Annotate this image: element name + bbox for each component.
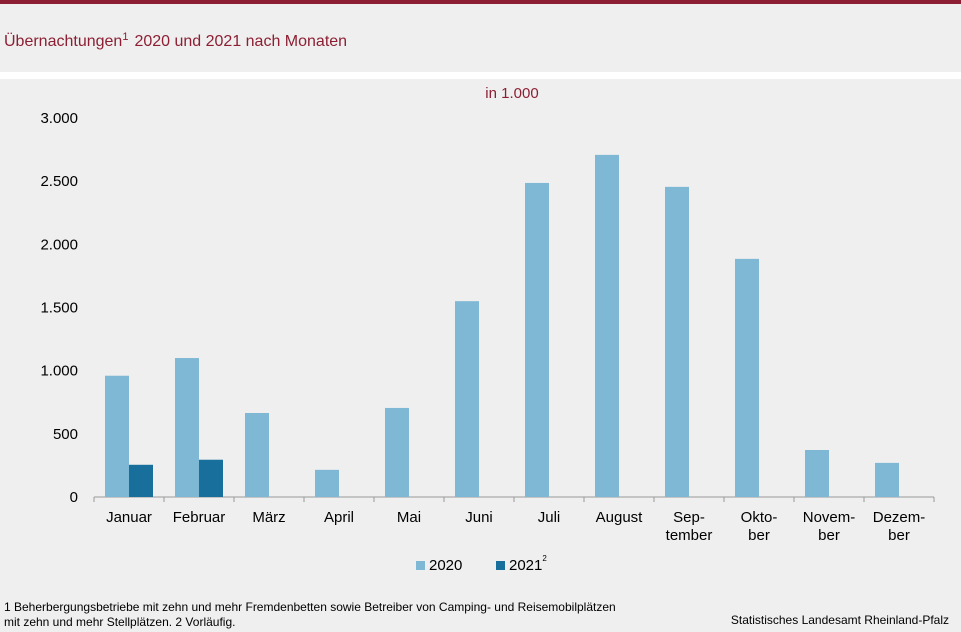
bar — [129, 464, 153, 497]
x-tick-label: Novem-ber — [803, 509, 856, 544]
x-tick-label: Dezem-ber — [873, 509, 926, 544]
x-tick-label: Sep-tember — [666, 509, 713, 544]
x-tick-label-line: Februar — [173, 509, 226, 526]
y-tick-label: 0 — [70, 489, 78, 506]
x-tick-label: Februar — [173, 509, 226, 526]
x-tick-label-line: tember — [666, 527, 713, 544]
x-tick-label-line: März — [252, 509, 285, 526]
x-tick-label: März — [252, 509, 285, 526]
separator — [0, 72, 961, 79]
chart-title: Übernachtungen1 2020 und 2021 nach Monate… — [4, 31, 347, 50]
y-tick-label: 1.000 — [40, 363, 78, 380]
footnote: mit zehn und mehr Stellplätzen. 2 Vorläu… — [4, 615, 235, 629]
source: Statistisches Landesamt Rheinland-Pfalz — [731, 613, 949, 627]
x-tick-label-line: ber — [748, 527, 770, 544]
bar — [105, 375, 129, 497]
y-tick-label: 2.000 — [40, 236, 78, 253]
x-tick-label-line: Sep- — [673, 509, 705, 526]
bar — [199, 459, 223, 497]
legend-name: 2021 — [509, 557, 542, 574]
bar — [525, 182, 549, 497]
y-tick-label: 2.500 — [40, 173, 78, 190]
x-tick-label: Mai — [397, 509, 421, 526]
legend-swatch — [416, 561, 425, 570]
bar — [315, 469, 339, 497]
x-tick-label-line: ber — [888, 527, 910, 544]
x-tick-label: Juni — [465, 509, 493, 526]
top-bar — [0, 0, 961, 4]
x-tick-label-line: August — [596, 509, 644, 526]
x-tick-label-line: Okto- — [741, 509, 778, 526]
bar — [175, 358, 199, 497]
y-tick-label: 1.500 — [40, 300, 78, 317]
x-tick-label-line: Januar — [106, 509, 152, 526]
x-tick-label: April — [324, 509, 354, 526]
bar — [735, 258, 759, 497]
bar — [385, 407, 409, 497]
x-tick-label-line: ber — [818, 527, 840, 544]
bar — [455, 301, 479, 497]
x-tick-label-line: April — [324, 509, 354, 526]
x-tick-label: August — [596, 509, 644, 526]
footnote: 1 Beherbergungsbetriebe mit zehn und meh… — [4, 600, 616, 614]
legend-note: 2 — [542, 554, 547, 563]
bar — [665, 186, 689, 497]
legend-swatch — [496, 561, 505, 570]
bar — [875, 462, 899, 497]
bar — [805, 450, 829, 497]
unit-label: in 1.000 — [485, 85, 538, 102]
x-tick-label: Januar — [106, 509, 152, 526]
legend-name: 2020 — [429, 557, 462, 574]
legend-label: 2020 — [429, 557, 462, 574]
x-tick-label: Juli — [538, 509, 561, 526]
legend-label: 20212 — [509, 554, 547, 574]
x-tick-label-line: Mai — [397, 509, 421, 526]
bar — [595, 154, 619, 497]
x-tick-label-line: Juli — [538, 509, 561, 526]
x-tick-label-line: Juni — [465, 509, 493, 526]
x-tick-label-line: Novem- — [803, 509, 856, 526]
y-tick-label: 3.000 — [40, 110, 78, 127]
y-tick-label: 500 — [53, 426, 78, 443]
x-tick-label: Okto-ber — [741, 509, 778, 544]
x-tick-label-line: Dezem- — [873, 509, 926, 526]
bar — [245, 412, 269, 497]
